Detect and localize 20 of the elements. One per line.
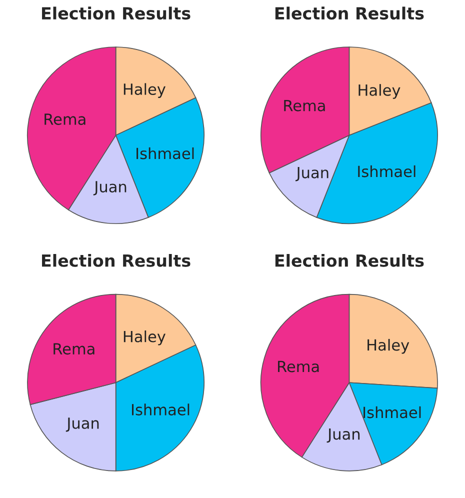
slice-label: Juan — [66, 418, 99, 432]
slice-label: Haley — [124, 83, 166, 98]
chart-title: Election Results — [275, 254, 424, 267]
chart-title: Election Results — [42, 6, 190, 20]
slice-label: Rema — [284, 100, 325, 112]
slice-label: Juan — [296, 167, 328, 182]
slice-label: Rema — [54, 343, 94, 355]
chart-title: Election Results — [42, 254, 190, 267]
slice-label: Juan — [93, 181, 126, 196]
slice-label: Ishmael — [358, 165, 416, 178]
slice-label: Juan — [326, 428, 360, 443]
slice-label: Rema — [278, 360, 319, 372]
slice-label: Haley — [368, 338, 410, 354]
slice-label: Rema — [44, 114, 86, 125]
slice-label: Ishmael — [132, 404, 190, 416]
slice-label: Haley — [124, 330, 166, 346]
slice-label: Ishmael — [136, 147, 194, 160]
slice-label: Haley — [358, 84, 400, 99]
chart-title: Election Results — [275, 6, 424, 20]
slice-label: Ishmael — [364, 406, 421, 418]
